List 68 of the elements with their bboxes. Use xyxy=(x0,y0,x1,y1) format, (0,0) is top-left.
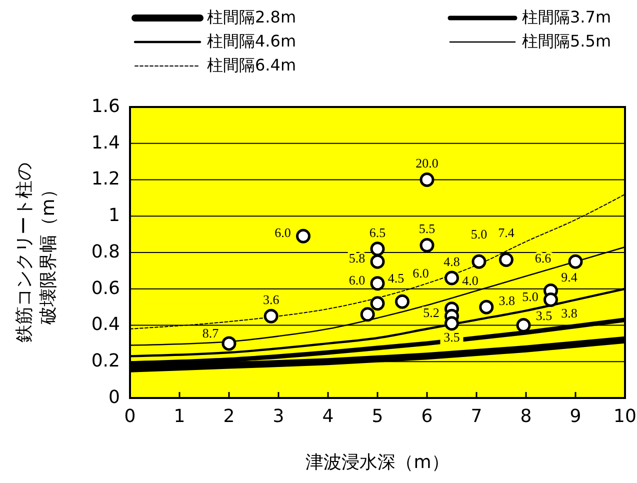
annotation: 3.6 xyxy=(262,292,280,308)
annotation: 3.5 xyxy=(444,329,460,344)
point xyxy=(498,252,514,268)
annotation: 3.5 xyxy=(536,308,552,324)
annotation: 5.8 xyxy=(348,250,366,266)
x-tick-label: 3 xyxy=(272,406,284,427)
point xyxy=(222,336,236,351)
point xyxy=(479,300,494,314)
x-axis-title: 津波浸水深（m） xyxy=(306,452,450,473)
point xyxy=(360,307,375,322)
point xyxy=(420,238,434,252)
legend-label: 柱間隔6.4m xyxy=(207,55,296,74)
annotation: 5.0 xyxy=(470,226,488,242)
annotation: 4.0 xyxy=(462,272,478,288)
x-tick-label: 7 xyxy=(470,406,482,427)
point xyxy=(568,254,583,269)
x-tick-label: 8 xyxy=(520,406,532,427)
x-tick-label: 9 xyxy=(570,406,582,427)
annotation: 20.0 xyxy=(416,156,438,171)
annotation: 5.2 xyxy=(423,305,440,320)
point xyxy=(544,292,558,308)
x-tick-label: 10 xyxy=(614,406,636,427)
annotation: 8.7 xyxy=(202,325,220,340)
point xyxy=(264,308,278,324)
y-tick-label: 0.6 xyxy=(91,278,120,299)
annotation: 5.5 xyxy=(418,221,436,236)
legend-label: 柱間隔4.6m xyxy=(207,31,296,50)
y-tick-label: 1.6 xyxy=(91,96,120,117)
point xyxy=(472,254,486,269)
point xyxy=(395,294,410,309)
y-tick-label: 0 xyxy=(108,386,120,408)
point xyxy=(444,270,459,286)
x-tick-label: 2 xyxy=(223,406,235,427)
annotation: 6.0 xyxy=(348,272,366,288)
point xyxy=(420,172,434,187)
y-tick-label: 1 xyxy=(108,205,120,226)
x-tick-label: 1 xyxy=(174,406,186,427)
legend-label: 柱間隔2.8m xyxy=(207,7,296,26)
annotation: 6.0 xyxy=(412,266,429,281)
annotation: 9.4 xyxy=(561,270,578,285)
annotation: 6.6 xyxy=(534,250,552,266)
annotation: 3.8 xyxy=(561,306,578,321)
y-tick-label: 0.8 xyxy=(91,241,120,262)
annotation: 6.5 xyxy=(369,224,386,240)
legend-label: 柱間隔5.5m xyxy=(522,31,612,50)
point xyxy=(370,296,385,311)
legend-label: 柱間隔3.7m xyxy=(522,7,612,26)
y-tick-label: 0.2 xyxy=(91,350,120,372)
annotation: 7.4 xyxy=(498,224,515,240)
y-tick-label: 1.4 xyxy=(91,132,120,154)
annotation: 4.5 xyxy=(388,270,404,286)
y-tick-label: 0.4 xyxy=(91,314,120,336)
annotation: 4.8 xyxy=(444,254,460,269)
x-tick-label: 0 xyxy=(124,406,136,427)
point xyxy=(370,242,385,256)
point xyxy=(444,316,459,331)
y-tick-label: 1.2 xyxy=(91,168,120,190)
point xyxy=(370,254,385,269)
point xyxy=(370,276,385,291)
annotation: 6.0 xyxy=(274,225,291,240)
point xyxy=(516,318,531,332)
annotation: 3.8 xyxy=(498,293,516,308)
x-tick-label: 4 xyxy=(322,406,334,427)
y-axis-title: 鉄筋コンクリート柱の破壊限界幅（m） xyxy=(14,162,59,342)
point xyxy=(296,228,310,244)
x-tick-label: 5 xyxy=(372,406,384,427)
x-tick-label: 6 xyxy=(421,406,433,427)
annotation: 5.0 xyxy=(522,288,538,304)
